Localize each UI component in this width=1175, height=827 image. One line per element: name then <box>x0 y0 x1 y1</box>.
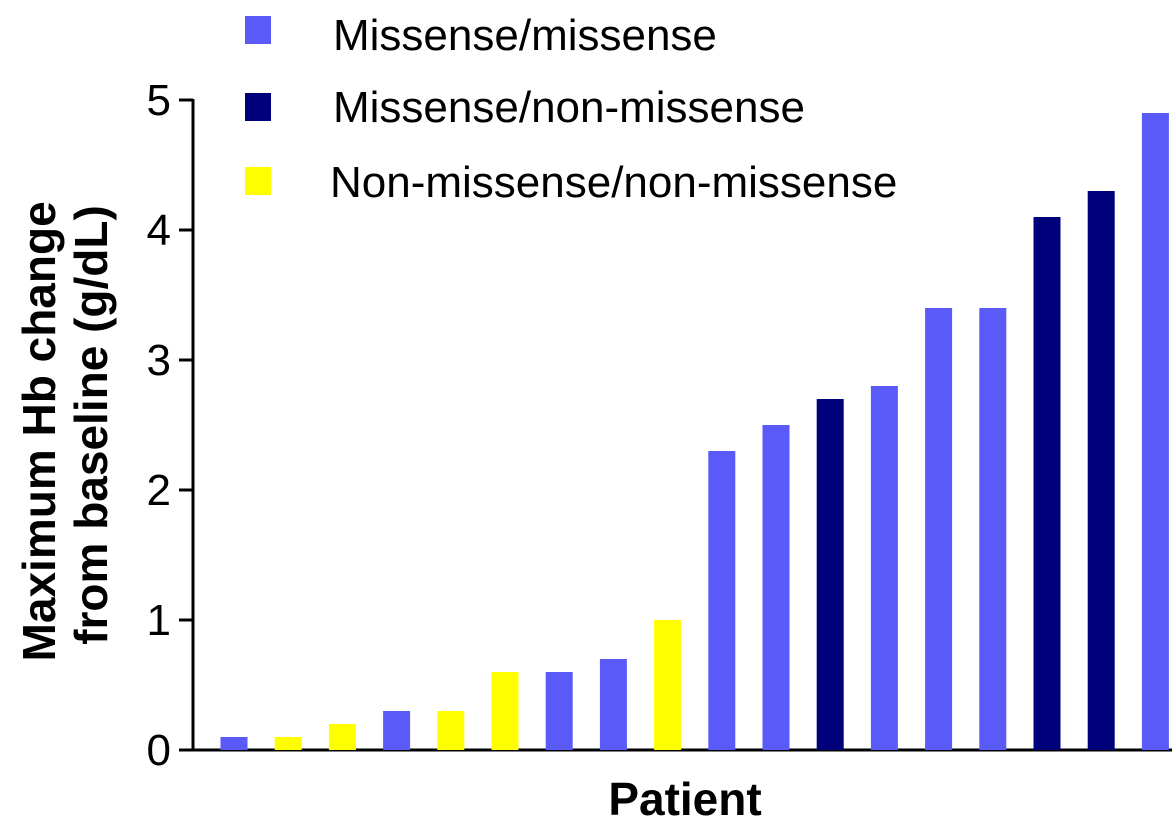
bar-5 <box>437 711 465 750</box>
x-axis-title: Patient <box>608 773 761 822</box>
bar-6 <box>491 672 519 750</box>
bar-16 <box>1033 217 1061 750</box>
bar-14 <box>925 308 953 750</box>
y-axis-title-line-1: Maximum Hb change <box>13 201 65 661</box>
legend-label-mm: Missense/missense <box>333 11 717 60</box>
bar-15 <box>979 308 1007 750</box>
bar-18 <box>1141 113 1169 750</box>
bar-9 <box>654 620 682 750</box>
y-axis-title-line-2: from baseline (g/dL) <box>65 205 117 645</box>
legend-label-mn: Missense/non-missense <box>333 83 805 132</box>
y-tick-label: 2 <box>147 466 171 515</box>
legend-swatch-nn <box>245 167 271 195</box>
bar-8 <box>599 659 627 750</box>
bar-4 <box>383 711 411 750</box>
y-tick-label: 3 <box>147 336 171 385</box>
y-axis: 0 1 2 3 4 5 <box>147 76 1172 775</box>
bar-3 <box>328 724 356 750</box>
y-tick-label: 1 <box>147 596 171 645</box>
y-tick-label: 5 <box>147 76 171 125</box>
y-tick-label: 0 <box>147 726 171 775</box>
bar-17 <box>1087 191 1115 750</box>
bar-7 <box>545 672 573 750</box>
bar-10 <box>708 451 736 750</box>
y-axis-title: Maximum Hb change from baseline (g/dL) <box>13 189 117 662</box>
bar-11 <box>762 425 790 750</box>
legend-label-nn: Non-missense/non-missense <box>330 158 897 207</box>
bar-1 <box>220 737 248 750</box>
legend-swatch-mm <box>245 16 271 44</box>
bars <box>220 113 1169 750</box>
y-tick-label: 4 <box>147 206 171 255</box>
bar-13 <box>870 386 898 750</box>
legend: Missense/missense Missense/non-missense No… <box>245 11 897 207</box>
legend-swatch-mn <box>245 93 271 121</box>
bar-12 <box>816 399 844 750</box>
bar-2 <box>274 737 302 750</box>
